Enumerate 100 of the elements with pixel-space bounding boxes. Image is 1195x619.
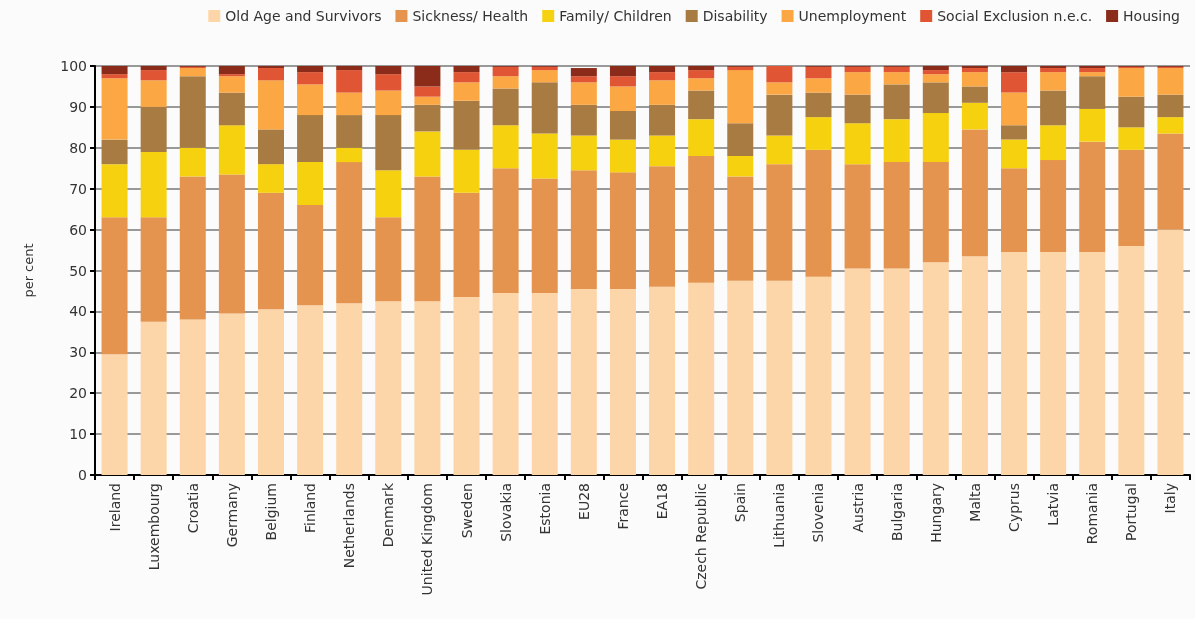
bar — [570, 288, 597, 475]
bar — [961, 66, 988, 69]
bar — [1040, 252, 1067, 475]
bar — [727, 66, 754, 71]
x-tick-label: Malta — [966, 483, 983, 522]
bar — [1001, 252, 1028, 475]
y-tick-label: 80 — [69, 139, 87, 156]
bar — [297, 66, 324, 73]
bar — [140, 106, 167, 152]
bar — [1118, 68, 1145, 97]
bar — [883, 162, 910, 269]
bar — [649, 72, 676, 81]
bar — [609, 76, 636, 87]
bar — [297, 72, 324, 85]
bar — [1079, 108, 1106, 142]
bar — [297, 205, 324, 306]
bar — [1001, 66, 1028, 73]
x-tick-label: Lithuania — [771, 483, 788, 548]
x-tick-label: Slovakia — [497, 483, 514, 542]
bar — [297, 84, 324, 116]
bar — [844, 94, 871, 124]
bar — [492, 293, 519, 475]
bar — [1040, 72, 1067, 91]
x-tick-label: Slovenia — [810, 483, 827, 543]
y-tick-label: 30 — [69, 344, 87, 361]
bar — [570, 104, 597, 136]
x-tick-label: Croatia — [184, 483, 201, 534]
bar — [1079, 68, 1106, 73]
bar — [336, 303, 363, 475]
bar — [805, 78, 832, 93]
bar — [844, 268, 871, 475]
bar — [1079, 66, 1106, 69]
bar — [257, 68, 284, 81]
bar — [766, 66, 793, 83]
bar — [453, 82, 480, 101]
bar — [375, 170, 402, 218]
bar — [414, 301, 441, 475]
bar — [492, 88, 519, 126]
bar — [688, 155, 715, 283]
bar — [179, 176, 206, 320]
bar — [766, 164, 793, 281]
x-tick-label: Portugal — [1123, 483, 1140, 541]
bar — [1157, 68, 1184, 95]
x-tick-label: Czech Republic — [693, 483, 710, 590]
x-tick-label: Cyprus — [1006, 483, 1023, 532]
bar — [688, 119, 715, 156]
bar — [140, 80, 167, 107]
bar — [218, 313, 245, 475]
bar — [1157, 117, 1184, 134]
bar — [218, 125, 245, 175]
bar — [1001, 92, 1028, 126]
bar — [805, 149, 832, 277]
bar — [179, 76, 206, 148]
x-tick-label: Bulgaria — [888, 483, 905, 542]
x-tick-label: Sweden — [458, 483, 475, 539]
bar — [531, 133, 558, 179]
bar — [453, 149, 480, 193]
x-tick-label: Germany — [223, 483, 240, 548]
bar — [140, 66, 167, 71]
bar — [336, 92, 363, 116]
bar — [531, 82, 558, 134]
bar — [688, 90, 715, 120]
bar — [1001, 125, 1028, 140]
bar — [570, 135, 597, 171]
bar — [922, 70, 949, 75]
bar — [140, 321, 167, 475]
bar — [570, 68, 597, 77]
bar — [1040, 66, 1067, 69]
bar — [844, 123, 871, 165]
bar — [727, 155, 754, 177]
bar — [453, 297, 480, 475]
bar — [805, 276, 832, 475]
bar — [609, 139, 636, 173]
bar — [218, 174, 245, 314]
bar — [922, 113, 949, 163]
bar — [101, 217, 128, 355]
legend-label: Sickness/ Health — [412, 8, 529, 24]
x-tick-label: Belgium — [262, 483, 279, 541]
bar — [1001, 72, 1028, 93]
bar — [101, 74, 128, 79]
x-tick-label: Luxembourg — [145, 483, 162, 571]
bar — [492, 66, 519, 77]
bar — [1118, 245, 1145, 475]
bar — [961, 129, 988, 257]
bar — [336, 162, 363, 304]
bar — [961, 102, 988, 130]
legend-label: Disability — [702, 8, 768, 24]
x-tick-label: Latvia — [1045, 483, 1062, 526]
bar — [1040, 125, 1067, 161]
bar — [961, 256, 988, 475]
bar — [1079, 252, 1106, 475]
bar — [492, 168, 519, 293]
bar — [805, 92, 832, 118]
bar — [922, 162, 949, 263]
bar — [140, 151, 167, 218]
bar — [218, 92, 245, 126]
bar — [688, 78, 715, 91]
bar — [375, 115, 402, 171]
bar — [492, 125, 519, 169]
bar — [1157, 133, 1184, 230]
